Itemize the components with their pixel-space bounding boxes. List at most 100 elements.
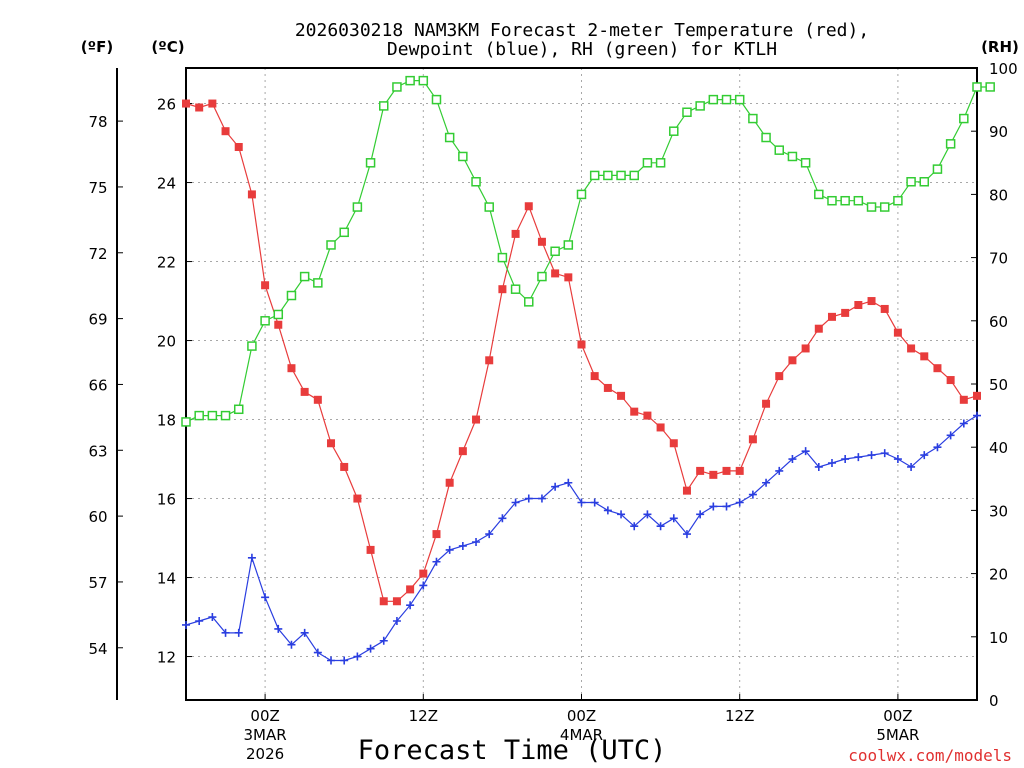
dewpoint-point xyxy=(959,419,968,428)
rh-point xyxy=(471,177,481,187)
dewpoint-point xyxy=(261,593,270,602)
rh-point xyxy=(220,410,231,421)
rh-point xyxy=(972,82,982,92)
fahrenheit-tick-label: 75 xyxy=(88,179,107,197)
rh-point xyxy=(313,278,323,288)
rh-point xyxy=(247,341,257,351)
rh-tick-label: 0 xyxy=(989,692,999,710)
fahrenheit-tick-label: 63 xyxy=(88,442,107,460)
temperature-point xyxy=(867,297,876,306)
rh-point xyxy=(405,75,415,86)
rh-point xyxy=(273,309,284,320)
grid-lines xyxy=(186,68,977,700)
dewpoint-point xyxy=(973,411,981,420)
temperature-point xyxy=(485,356,494,365)
fahrenheit-tick-label: 57 xyxy=(88,574,107,592)
fahrenheit-tick-label: 72 xyxy=(88,245,107,263)
rh-point xyxy=(800,158,811,168)
rh-line xyxy=(185,79,991,423)
temperature-point xyxy=(893,328,902,337)
temperature-point xyxy=(208,99,217,108)
rh-point xyxy=(682,107,692,117)
rh-tick-label: 60 xyxy=(989,313,1008,331)
rh-point xyxy=(339,227,349,238)
dewpoint-point xyxy=(735,498,744,507)
rh-unit-label: (RH) xyxy=(981,38,1019,56)
rh-point xyxy=(589,170,600,181)
rh-point xyxy=(537,271,547,282)
rh-point xyxy=(787,151,798,162)
celsius-unit-label: (ºC) xyxy=(151,38,184,56)
rh-point xyxy=(695,101,705,111)
rh-point xyxy=(379,101,389,111)
temperature-point xyxy=(827,312,836,321)
temperature-point xyxy=(656,423,665,432)
rh-point xyxy=(194,410,204,421)
dewpoint-point xyxy=(445,545,454,554)
rh-point xyxy=(392,82,402,92)
rh-point xyxy=(945,139,956,149)
temperature-point xyxy=(748,435,757,444)
dewpoint-point xyxy=(287,640,296,649)
dewpoint-point xyxy=(933,443,942,452)
temperature-point xyxy=(801,344,810,353)
temperature-point xyxy=(590,372,599,381)
dewpoint-point xyxy=(880,449,889,458)
temperature-point xyxy=(340,462,349,471)
axis-ticks: 12 14 16 18 20 22 24 26 54 57 60 63 66 69 72 75 78 0 10 20 3… xyxy=(88,60,1017,763)
rh-point xyxy=(708,94,719,105)
rh-point xyxy=(181,417,191,427)
rh-point xyxy=(985,82,995,92)
dewpoint-point xyxy=(313,648,322,657)
temperature-point xyxy=(669,439,678,448)
temperature-point xyxy=(195,103,204,112)
temperature-point xyxy=(406,585,415,594)
dewpoint-point xyxy=(577,498,586,507)
rh-tick-label: 10 xyxy=(989,629,1008,647)
dewpoint-point xyxy=(327,656,336,665)
temperature-point xyxy=(432,530,441,539)
temperature-point xyxy=(445,478,454,487)
dewpoint-point xyxy=(722,502,731,511)
rh-point xyxy=(879,202,890,212)
dewpoint-point xyxy=(841,455,850,464)
rh-point xyxy=(669,126,679,136)
rh-point xyxy=(840,195,850,206)
rh-point xyxy=(721,94,732,105)
dewpoint-point xyxy=(472,538,481,546)
dewpoint-point xyxy=(340,656,349,665)
dewpoint-point xyxy=(630,522,639,531)
temperature-point xyxy=(287,364,296,373)
fahrenheit-tick-label: 60 xyxy=(88,508,107,526)
temperature-point xyxy=(472,415,481,424)
chart-title-line1: 2026030218 NAM3KM Forecast 2-meter Tempe… xyxy=(295,20,869,41)
rh-tick-label: 100 xyxy=(989,60,1018,78)
rh-point xyxy=(484,202,494,212)
rh-point xyxy=(919,177,930,187)
rh-tick-label: 90 xyxy=(989,123,1008,141)
rh-point xyxy=(510,284,521,294)
temperature-point xyxy=(682,486,691,495)
x-tick-label: 12Z xyxy=(409,707,438,725)
rh-point xyxy=(748,113,758,124)
temperature-point xyxy=(959,395,968,404)
temperature-point xyxy=(775,372,784,381)
dewpoint-point xyxy=(854,453,863,462)
dewpoint-point xyxy=(208,613,217,622)
dewpoint-point xyxy=(221,628,230,637)
rh-tick-label: 80 xyxy=(989,186,1008,204)
dewpoint-point xyxy=(234,628,243,637)
dewpoint-point xyxy=(564,478,573,487)
x-tick-label: 00Z xyxy=(250,707,279,725)
temperature-point xyxy=(498,285,507,294)
fahrenheit-tick-label: 66 xyxy=(88,376,107,394)
rh-point xyxy=(299,271,310,282)
temperature-point xyxy=(577,340,586,349)
temperature-point xyxy=(933,364,942,373)
dewpoint-point xyxy=(775,466,784,475)
temperature-point xyxy=(564,273,573,282)
x-tick-label: 00Z xyxy=(567,707,596,725)
dewpoint-point xyxy=(195,617,204,625)
celsius-tick-label: 12 xyxy=(157,649,176,667)
temperature-point xyxy=(366,545,375,554)
